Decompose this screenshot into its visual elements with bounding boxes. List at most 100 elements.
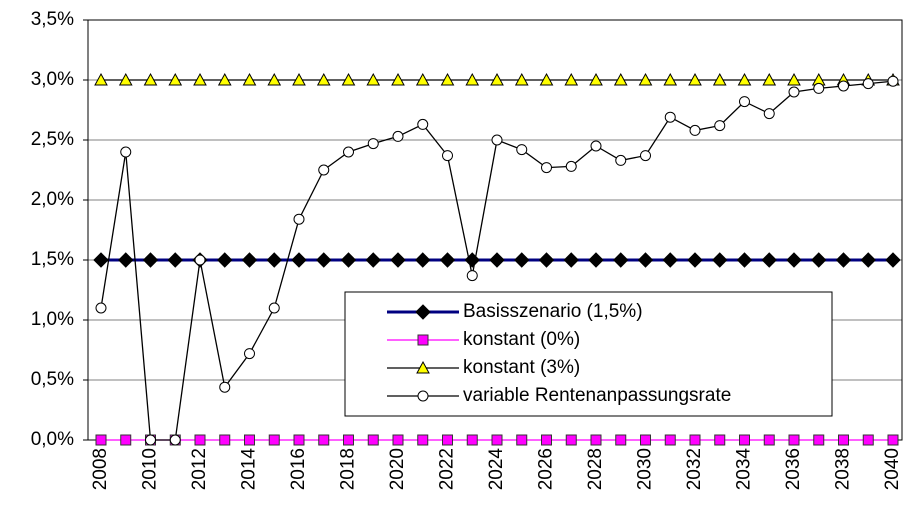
marker bbox=[120, 146, 132, 158]
marker bbox=[168, 72, 183, 86]
marker bbox=[838, 80, 849, 92]
marker bbox=[811, 252, 827, 268]
x-tick-label: 2030 bbox=[635, 448, 656, 490]
marker bbox=[662, 252, 678, 268]
y-tick-label: 3,0% bbox=[31, 69, 74, 90]
marker bbox=[640, 150, 651, 162]
marker bbox=[417, 118, 429, 130]
marker bbox=[293, 213, 305, 225]
marker bbox=[663, 72, 678, 86]
y-tick-label: 3,5% bbox=[31, 9, 74, 30]
marker bbox=[367, 434, 379, 446]
marker bbox=[687, 252, 703, 268]
marker bbox=[95, 302, 107, 314]
marker bbox=[415, 252, 431, 268]
x-tick-label: 2018 bbox=[338, 448, 359, 490]
marker bbox=[219, 434, 231, 446]
marker bbox=[638, 72, 653, 86]
marker bbox=[244, 348, 255, 360]
marker bbox=[193, 72, 207, 86]
marker bbox=[813, 82, 825, 94]
marker bbox=[118, 252, 134, 268]
marker bbox=[268, 434, 280, 446]
marker bbox=[565, 160, 577, 172]
marker bbox=[736, 252, 753, 268]
marker bbox=[465, 72, 480, 86]
marker bbox=[266, 252, 282, 268]
marker bbox=[417, 334, 429, 346]
marker bbox=[242, 72, 257, 86]
y-tick-label: 0,5% bbox=[31, 369, 74, 390]
marker bbox=[267, 72, 282, 86]
marker bbox=[440, 72, 455, 86]
x-tick-label: 2028 bbox=[585, 448, 606, 490]
marker bbox=[590, 434, 602, 446]
y-tick-label: 1,0% bbox=[31, 309, 74, 330]
marker bbox=[442, 150, 453, 162]
marker bbox=[143, 72, 158, 86]
marker bbox=[589, 72, 603, 86]
marker bbox=[637, 252, 654, 268]
marker bbox=[318, 164, 330, 176]
legend: Basisszenario (1,5%) konstant (0%) konstan… bbox=[344, 291, 833, 417]
marker bbox=[167, 252, 183, 268]
y-tick-label: 2,0% bbox=[31, 189, 74, 210]
marker bbox=[564, 72, 579, 86]
marker bbox=[739, 96, 750, 108]
marker bbox=[94, 72, 108, 86]
y-tick-label: 0,0% bbox=[31, 429, 74, 450]
x-tick-label: 2020 bbox=[387, 448, 408, 490]
marker bbox=[615, 434, 627, 446]
x-tick-label: 2016 bbox=[288, 448, 309, 490]
marker bbox=[714, 434, 726, 446]
marker bbox=[887, 434, 899, 446]
x-tick-label: 2014 bbox=[239, 448, 260, 491]
marker bbox=[761, 252, 777, 268]
marker bbox=[689, 434, 701, 446]
x-tick-label: 2040 bbox=[882, 448, 903, 490]
marker bbox=[737, 72, 752, 86]
marker bbox=[268, 302, 280, 314]
marker bbox=[343, 146, 354, 158]
marker bbox=[788, 86, 800, 98]
marker bbox=[588, 252, 604, 268]
marker bbox=[514, 252, 530, 268]
marker bbox=[120, 434, 132, 446]
marker bbox=[613, 252, 629, 268]
marker bbox=[316, 252, 332, 268]
legend-label: konstant (3%) bbox=[463, 357, 580, 378]
marker bbox=[145, 434, 156, 446]
marker bbox=[615, 154, 627, 166]
marker bbox=[688, 72, 702, 86]
marker bbox=[516, 434, 528, 446]
x-tick-label: 2036 bbox=[783, 448, 804, 490]
marker bbox=[762, 72, 777, 86]
marker bbox=[244, 434, 255, 446]
marker bbox=[563, 252, 579, 268]
marker bbox=[415, 72, 430, 86]
marker bbox=[340, 252, 357, 268]
marker bbox=[464, 252, 480, 268]
marker bbox=[664, 434, 676, 446]
marker bbox=[417, 390, 429, 402]
marker bbox=[491, 134, 503, 146]
marker bbox=[241, 252, 258, 268]
marker bbox=[640, 434, 651, 446]
y-tick-label: 1,5% bbox=[31, 249, 74, 270]
marker bbox=[489, 252, 505, 268]
marker bbox=[343, 434, 354, 446]
marker bbox=[788, 434, 800, 446]
marker bbox=[539, 72, 554, 86]
marker bbox=[318, 434, 330, 446]
marker bbox=[862, 78, 874, 90]
marker bbox=[835, 252, 852, 268]
marker bbox=[714, 120, 726, 132]
x-tick-label: 2026 bbox=[536, 448, 557, 490]
marker bbox=[885, 252, 901, 268]
marker bbox=[862, 434, 874, 446]
marker bbox=[787, 72, 801, 86]
marker bbox=[613, 72, 628, 86]
marker bbox=[442, 434, 453, 446]
marker bbox=[664, 111, 676, 123]
